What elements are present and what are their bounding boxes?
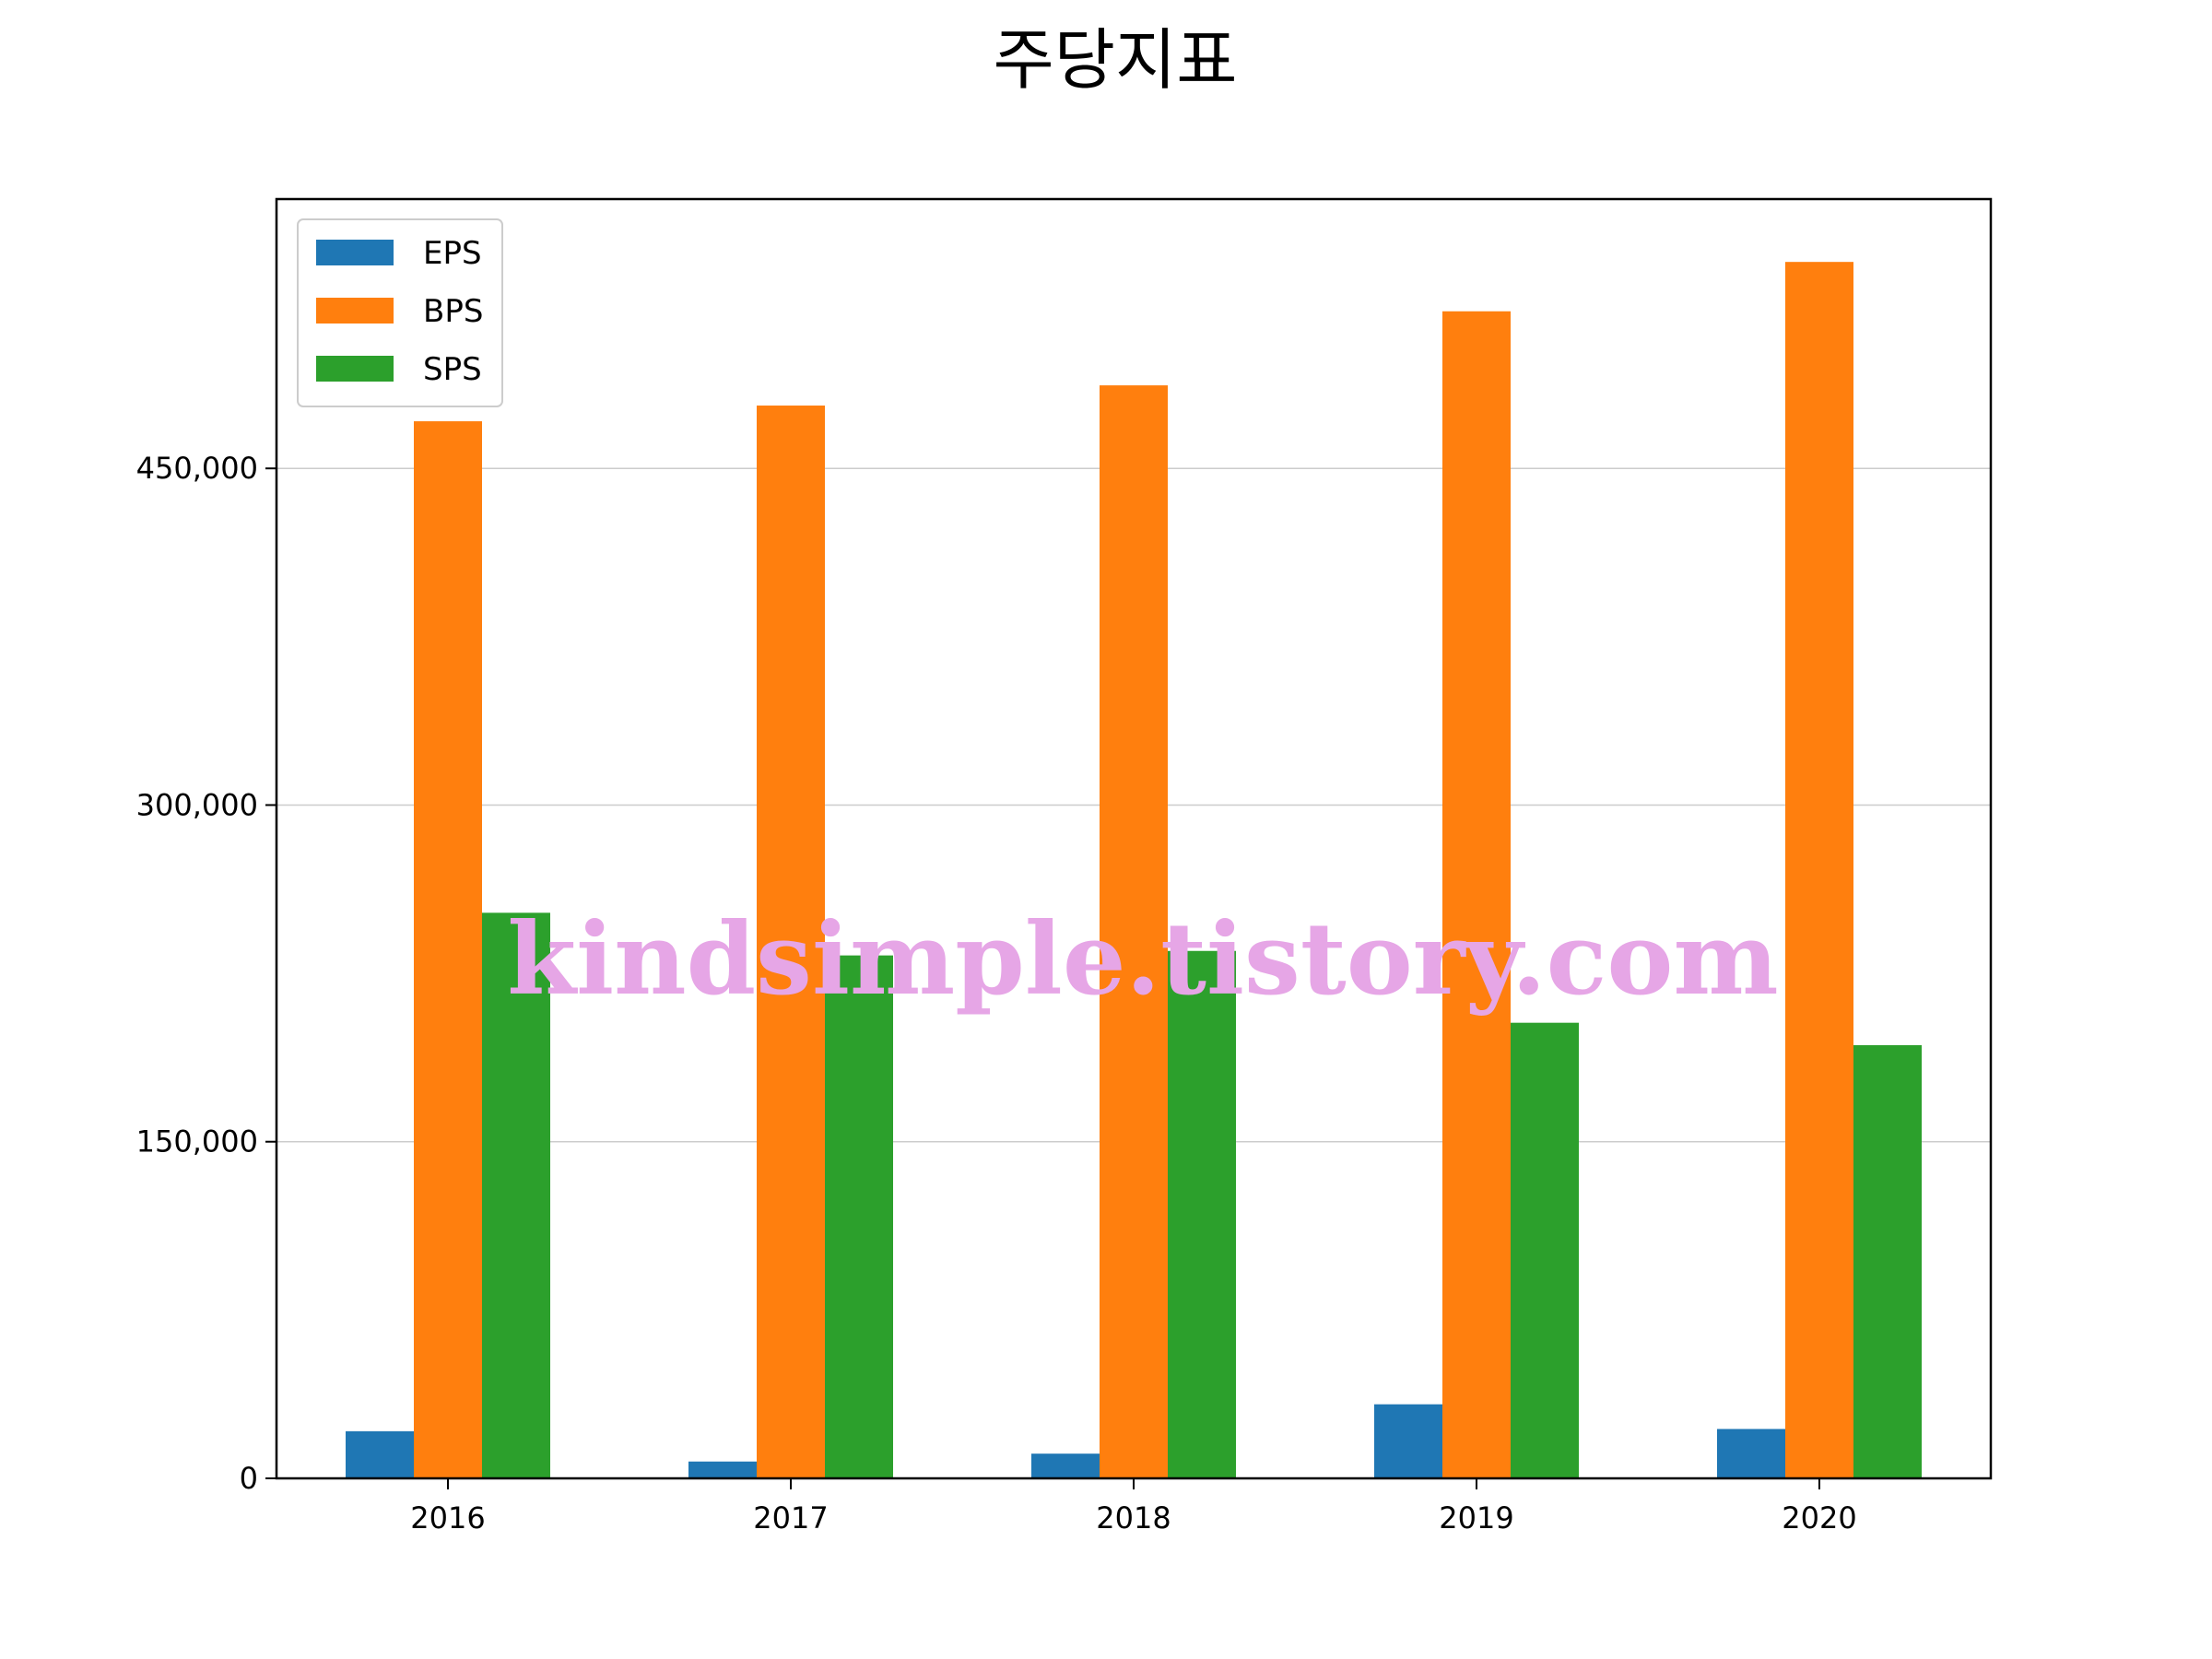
legend-swatch-eps	[316, 240, 394, 265]
x-tick-label: 2016	[410, 1500, 485, 1535]
legend-label-bps: BPS	[423, 293, 483, 330]
bar-bps-2019	[1442, 311, 1511, 1478]
x-tick-label: 2017	[753, 1500, 828, 1535]
bar-eps-2017	[688, 1461, 757, 1478]
x-tick-label: 2018	[1096, 1500, 1171, 1535]
bar-bps-2018	[1100, 385, 1168, 1478]
bar-eps-2016	[346, 1430, 414, 1478]
bar-sps-2020	[1853, 1045, 1922, 1478]
bar-bps-2020	[1785, 262, 1853, 1478]
bar-eps-2018	[1031, 1453, 1100, 1478]
y-tick-label: 300,000	[136, 787, 258, 822]
bar-bps-2017	[757, 406, 825, 1478]
chart-title: 주당지표	[994, 21, 1238, 99]
legend-label-eps: EPS	[423, 235, 482, 272]
bar-sps-2019	[1511, 1022, 1579, 1478]
bar-bps-2016	[414, 421, 482, 1478]
bar-sps-2018	[1168, 950, 1236, 1478]
x-tick-label: 2019	[1439, 1500, 1513, 1535]
x-tick-label: 2020	[1782, 1500, 1856, 1535]
bar-eps-2019	[1374, 1404, 1442, 1478]
bars-layer	[346, 262, 1922, 1478]
bar-sps-2017	[825, 955, 893, 1478]
y-tick-label: 450,000	[136, 451, 258, 486]
watermark-text: kindsimple.tistory.com	[507, 901, 1778, 1018]
y-tick-label: 150,000	[136, 1124, 258, 1159]
bar-eps-2020	[1717, 1429, 1785, 1478]
legend-swatch-bps	[316, 298, 394, 324]
axis-layer: 0 150,000 300,000 450,000 2016 2017 2018 2019 20…	[136, 451, 1857, 1535]
bar-sps-2016	[482, 912, 550, 1478]
legend: EPS BPS SPS	[297, 218, 503, 407]
legend-label-sps: SPS	[423, 351, 482, 388]
y-tick-label: 0	[240, 1461, 258, 1496]
legend-swatch-sps	[316, 356, 394, 382]
